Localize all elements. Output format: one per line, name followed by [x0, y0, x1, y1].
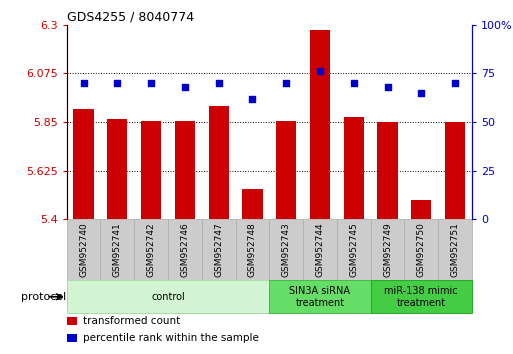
Point — [214, 80, 223, 86]
Text: percentile rank within the sample: percentile rank within the sample — [83, 333, 259, 343]
Point — [147, 80, 155, 86]
Point — [181, 84, 189, 90]
Bar — [378, 122, 398, 219]
Bar — [344, 116, 364, 219]
Bar — [67, 280, 269, 314]
Text: GSM952742: GSM952742 — [147, 222, 155, 277]
Text: GSM952750: GSM952750 — [417, 222, 426, 277]
Bar — [101, 219, 134, 280]
Bar — [67, 333, 77, 342]
Text: GDS4255 / 8040774: GDS4255 / 8040774 — [67, 11, 194, 24]
Bar — [276, 121, 297, 219]
Point — [113, 80, 122, 86]
Text: GSM952747: GSM952747 — [214, 222, 223, 277]
Bar — [411, 200, 431, 219]
Bar — [370, 219, 404, 280]
Bar — [310, 30, 330, 219]
Text: miR-138 mimic
treatment: miR-138 mimic treatment — [384, 286, 458, 308]
Point — [80, 80, 88, 86]
Bar — [438, 219, 472, 280]
Point — [350, 80, 358, 86]
Bar — [208, 106, 229, 219]
Text: SIN3A siRNA
treatment: SIN3A siRNA treatment — [289, 286, 350, 308]
Text: GSM952751: GSM952751 — [450, 222, 460, 277]
Bar — [242, 189, 263, 219]
Bar — [134, 219, 168, 280]
Point — [282, 80, 290, 86]
Bar — [269, 280, 370, 314]
Bar — [370, 280, 472, 314]
Point — [248, 96, 256, 102]
Bar — [67, 317, 77, 325]
Point — [417, 90, 425, 96]
Bar — [235, 219, 269, 280]
Text: GSM952745: GSM952745 — [349, 222, 358, 277]
Bar — [404, 219, 438, 280]
Text: GSM952743: GSM952743 — [282, 222, 291, 277]
Bar — [107, 119, 127, 219]
Bar — [141, 121, 161, 219]
Point — [451, 80, 459, 86]
Text: GSM952749: GSM952749 — [383, 222, 392, 277]
Bar — [73, 109, 94, 219]
Text: GSM952748: GSM952748 — [248, 222, 257, 277]
Bar — [202, 219, 235, 280]
Bar — [269, 219, 303, 280]
Bar — [337, 219, 370, 280]
Bar — [67, 219, 101, 280]
Text: transformed count: transformed count — [83, 316, 180, 326]
Text: control: control — [151, 292, 185, 302]
Point — [316, 69, 324, 74]
Text: protocol: protocol — [22, 292, 67, 302]
Text: GSM952741: GSM952741 — [113, 222, 122, 277]
Bar — [445, 122, 465, 219]
Text: GSM952744: GSM952744 — [315, 222, 325, 277]
Bar — [303, 219, 337, 280]
Bar — [175, 121, 195, 219]
Point — [383, 84, 391, 90]
Text: GSM952746: GSM952746 — [181, 222, 189, 277]
Text: GSM952740: GSM952740 — [79, 222, 88, 277]
Bar — [168, 219, 202, 280]
